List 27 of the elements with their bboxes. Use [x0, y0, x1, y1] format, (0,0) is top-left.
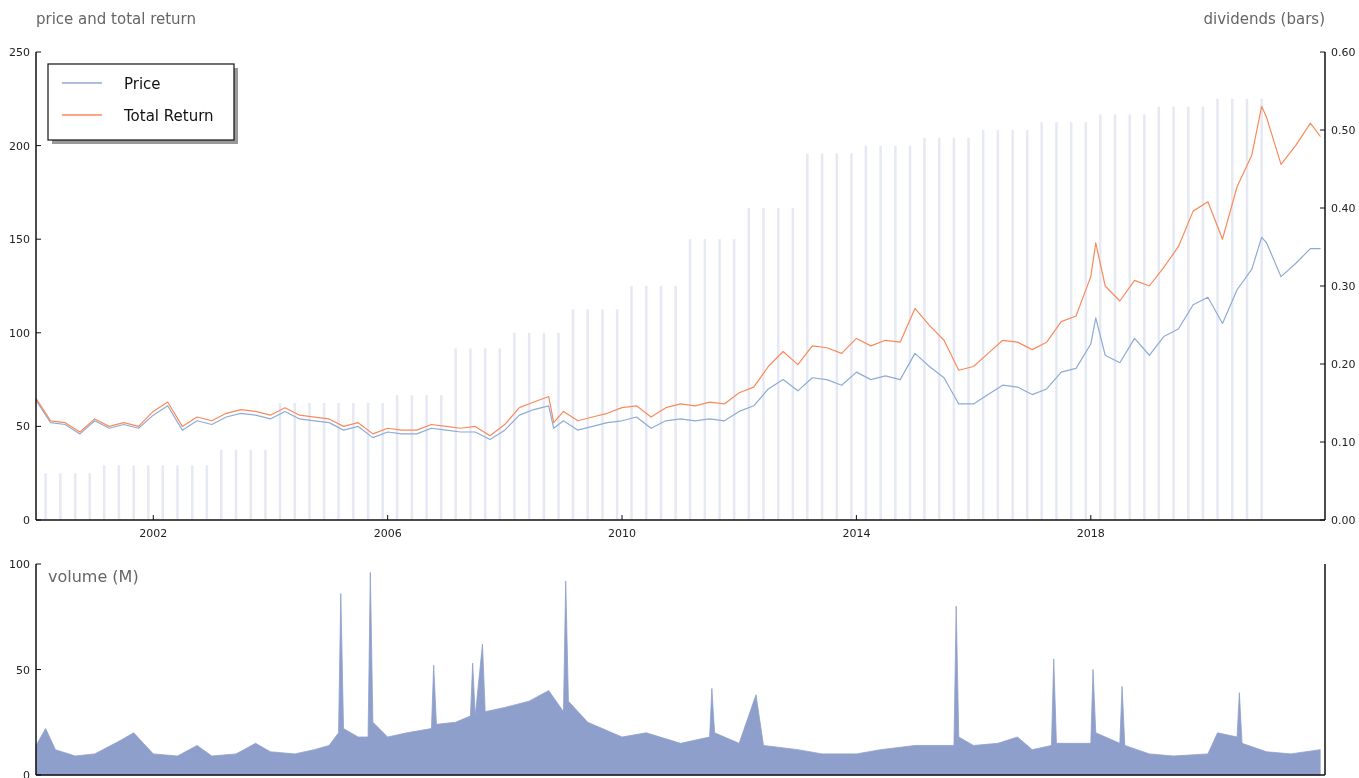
y2-tick-label: 0.30 [1331, 280, 1356, 293]
y-tick-label: 50 [16, 663, 30, 677]
y2-axis-title: dividends (bars) [1203, 10, 1325, 28]
y-tick-label: 100 [9, 326, 30, 340]
y-tick-label: 100 [9, 558, 30, 571]
y-tick-label: 250 [9, 46, 30, 59]
y2-tick-label: 0.20 [1331, 358, 1356, 371]
y2-tick-label: 0.40 [1331, 202, 1356, 215]
y-tick-label: 150 [9, 233, 30, 247]
x-tick-label: 2010 [608, 527, 637, 540]
x-tick-label: 2018 [1076, 527, 1105, 540]
legend-label: Total Return [123, 107, 214, 125]
y-tick-label: 50 [16, 420, 30, 434]
x-tick-label: 2014 [842, 527, 871, 540]
y-axis-title: price and total return [36, 10, 197, 28]
x-tick-label: 2002 [139, 527, 168, 540]
legend-label: Price [124, 75, 161, 93]
line-series [35, 236, 1321, 441]
y2-tick-label: 0.50 [1331, 124, 1356, 137]
y2-tick-label: 0.00 [1331, 514, 1356, 527]
y-tick-label: 200 [9, 139, 30, 153]
x-tick-label: 2006 [373, 527, 402, 540]
y2-tick-label: 0.60 [1331, 46, 1356, 59]
line-series [35, 105, 1321, 437]
y2-tick-label: 0.10 [1331, 436, 1356, 449]
y-tick-label: 0 [23, 514, 30, 527]
chart-title: volume (M) [48, 567, 139, 586]
